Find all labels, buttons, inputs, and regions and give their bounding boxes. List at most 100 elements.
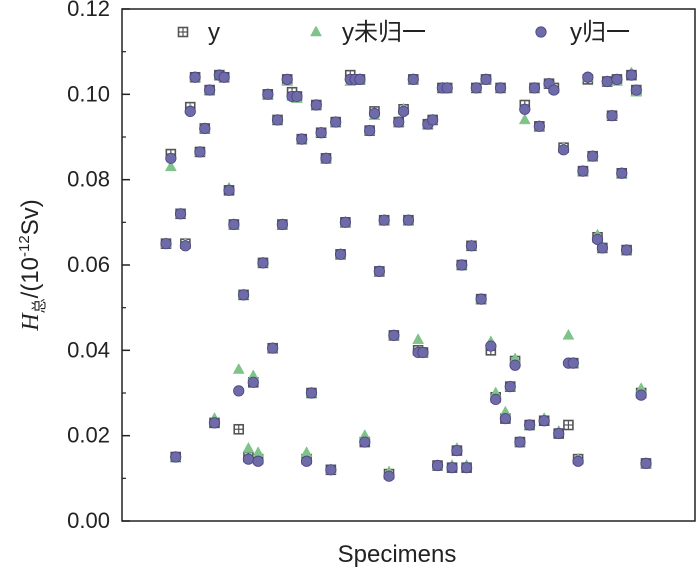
point-y-normalized [596,242,608,254]
y-tick-label: 0.12 [67,0,110,21]
legend-marker-shape [177,26,189,38]
legend-label-y-normalized: y归一 [570,19,630,46]
point-y-normalized [417,346,429,359]
point-y-normalized [446,462,458,474]
legend-marker-shape [535,26,547,38]
point-y-normalized [359,436,371,448]
point-y-normalized [557,144,570,156]
data-points [160,66,652,482]
point-y-normalized [393,116,405,128]
point-y-normalized [494,82,507,94]
point-y-normalized [262,88,274,100]
point-y-normalized [271,114,284,126]
point-y-normalized [553,427,565,440]
point-y-normalized [441,82,453,94]
y-axis-title: H总/(10-12Sv) [16,199,48,331]
legend-marker-y-unnormalized [310,25,322,37]
y-tick-label: 0.08 [67,167,110,192]
point-y-normalized [625,69,638,81]
legend-marker-y-normalized [535,26,547,38]
point-y-normalized [533,120,545,132]
point-y-normalized [490,393,502,405]
point-y-normalized [330,116,342,128]
point-y-normalized [451,444,463,457]
point-y-normalized [199,122,211,135]
point-y-normalized [204,84,216,96]
legend-marker-y [177,26,189,38]
point-y-normalized [320,152,332,164]
point-y-normalized [470,82,482,94]
point-y [563,419,574,431]
point-y-normalized [267,342,279,354]
point-y-normalized [528,82,541,94]
y-tick-label: 0.02 [67,423,110,448]
legend-label-y-unnormalized: y未归一 [342,19,426,46]
point-y-unnormalized [562,328,575,340]
point-y-normalized [611,73,623,86]
y-axis-unit-prefix: /(10 [17,257,44,298]
point-y-normalized [237,289,250,301]
point-y-normalized [572,455,584,467]
point-y-normalized [252,455,264,467]
point-y-normalized [465,240,478,252]
point-y-normalized [524,419,536,431]
point-y-normalized [174,208,187,220]
point-y-normalized [538,415,550,427]
point-y-normalized [485,340,497,352]
legend: y y未归一 y归一 [177,19,630,46]
legend-item-y-unnormalized: y未归一 [310,19,426,46]
point-y-normalized [291,90,303,103]
point-y-unnormalized [242,441,255,453]
point-y-normalized [310,99,322,111]
point-y-normalized [170,451,182,463]
point-y-normalized [378,214,390,226]
point-y-normalized [165,152,177,164]
point-y-normalized [601,75,613,88]
point-y-normalized [315,127,327,139]
point-y-normalized [509,359,521,371]
point-y-normalized [325,464,337,476]
point-y-normalized [587,150,599,162]
legend-label-y: y [208,19,220,46]
point-y-normalized [364,125,376,137]
point-y-normalized [606,110,618,122]
point-y-normalized [383,470,395,482]
point-y-normalized [640,457,652,469]
point-y-normalized [208,417,221,429]
legend-marker-shape [310,25,322,37]
point-y-normalized [397,105,410,118]
point-y-normalized [247,376,259,388]
point-y-normalized [567,357,579,369]
point-y-normalized [189,71,201,83]
y-axis-subscript: 总 [31,298,48,313]
point-y-unnormalized [232,363,245,374]
point-y-normalized [179,240,191,252]
point-y-normalized [577,165,589,177]
y-tick-label: 0.10 [67,81,110,106]
y-tick-label: 0.04 [67,337,110,362]
y-axis-unit-suffix: Sv) [17,199,44,235]
point-y-normalized [504,380,516,393]
legend-item-y: y [177,19,220,46]
point-y-normalized [339,216,351,228]
point-y-normalized [233,385,245,397]
point-y-normalized [480,73,492,86]
point-y-normalized [257,257,269,269]
point-y-unnormalized [164,160,177,172]
point-y-normalized [514,436,526,448]
point-y-normalized [475,293,487,305]
point-y-normalized [456,259,468,271]
point-y-normalized [427,114,439,126]
y-axis-unit-exponent: -12 [16,235,33,257]
point-y-normalized [548,84,560,96]
point-y-normalized [276,218,288,231]
point-y-normalized [616,167,628,179]
point-y-normalized [334,248,347,260]
point-y-normalized [402,214,415,226]
point-y-normalized [218,71,230,83]
point-y-normalized [296,133,308,145]
point-y-unnormalized [518,113,531,125]
x-axis-title: Specimens [338,541,457,568]
point-y-normalized [621,244,633,256]
